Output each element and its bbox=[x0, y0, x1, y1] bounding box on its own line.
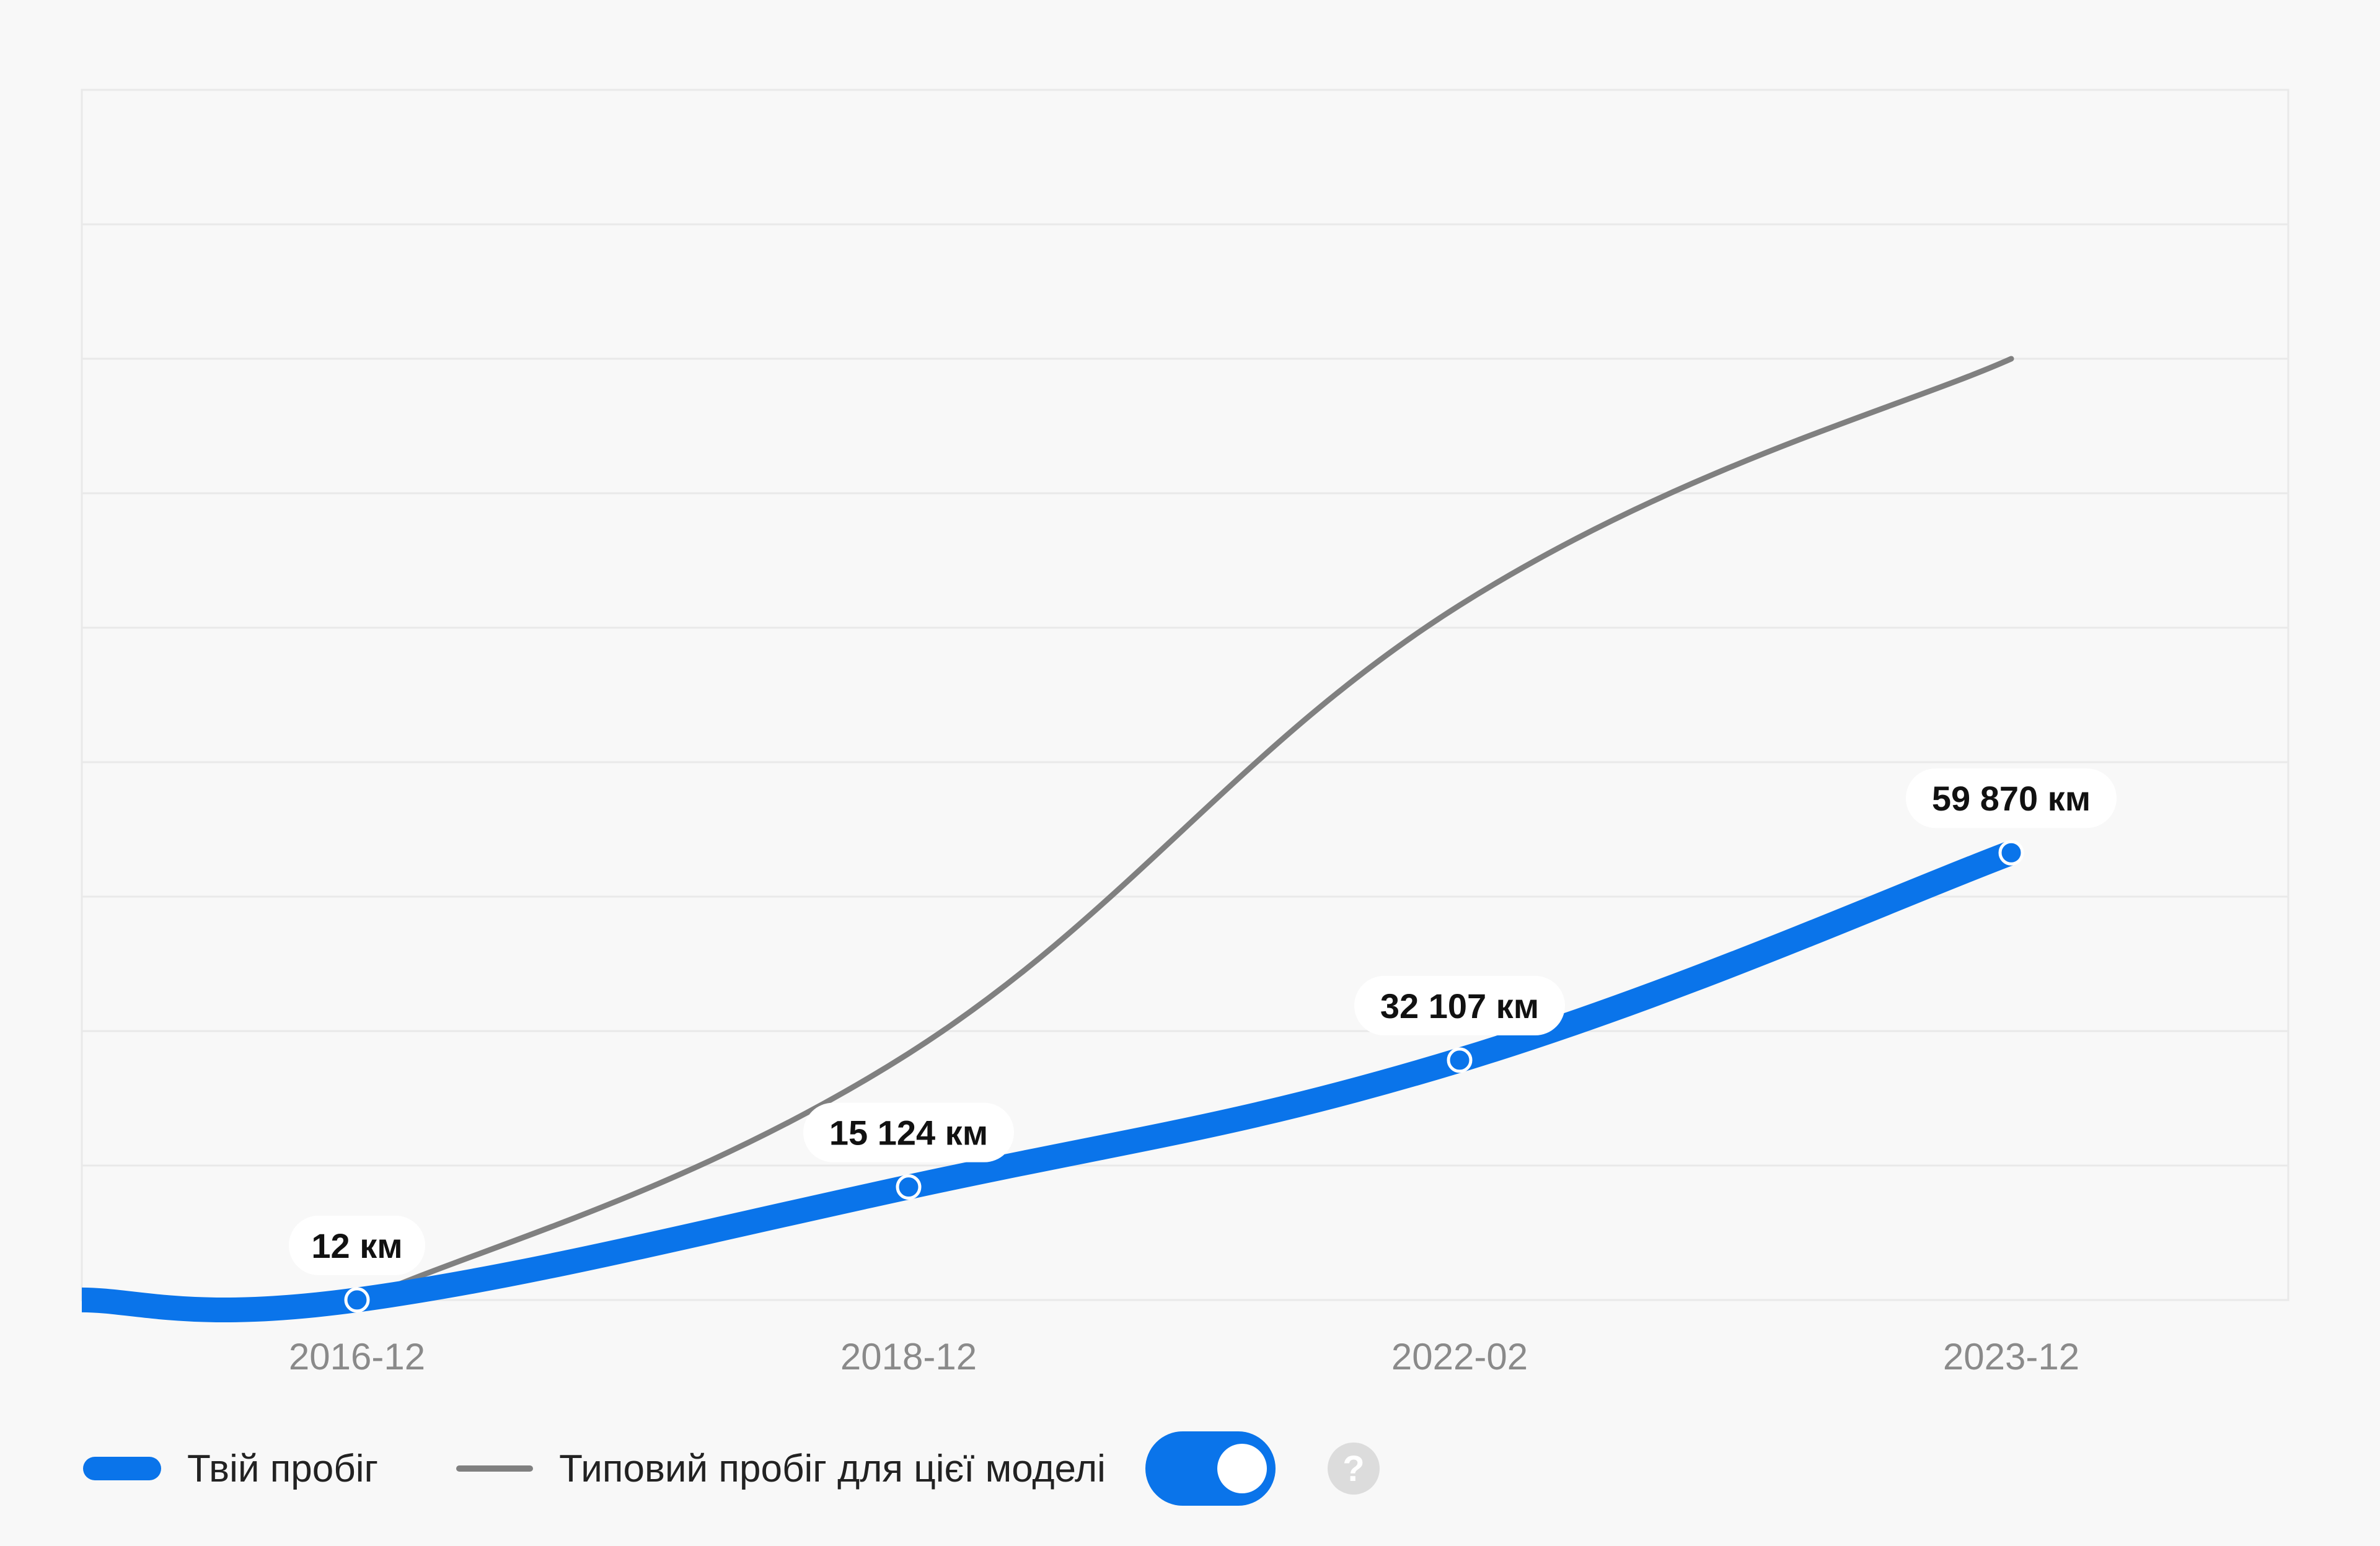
legend-label-mine: Твій пробіг bbox=[187, 1447, 379, 1490]
mileage-chart: 12 км 15 124 км 32 107 км 59 870 км 2016-12… bbox=[81, 89, 2290, 1377]
legend-label-typical: Типовий пробіг для цієї моделі bbox=[559, 1447, 1106, 1490]
value-label-bg bbox=[289, 1215, 425, 1275]
value-label-bg bbox=[1354, 975, 1565, 1035]
value-label: 12 км bbox=[311, 1226, 402, 1265]
typical-mileage-line bbox=[366, 356, 2014, 1300]
my-mileage-line bbox=[81, 841, 2016, 1323]
chart-grid bbox=[81, 89, 2290, 1301]
typical-mileage-toggle[interactable] bbox=[1145, 1431, 1276, 1506]
x-axis-ticks: 2016-12 2018-12 2022-02 2023-12 bbox=[289, 1336, 2079, 1377]
typical-mileage-series bbox=[366, 356, 2014, 1300]
legend-item-mine: Твій пробіг bbox=[83, 1447, 378, 1491]
legend-item-typical: Типовий пробіг для цієї моделі bbox=[456, 1447, 1106, 1491]
my-mileage-point[interactable] bbox=[1998, 840, 2024, 866]
toggle-knob bbox=[1217, 1444, 1267, 1493]
my-mileage-point[interactable] bbox=[344, 1287, 370, 1313]
x-tick-label: 2022-02 bbox=[1391, 1336, 1528, 1377]
my-mileage-point[interactable] bbox=[896, 1174, 922, 1200]
grid-border bbox=[81, 89, 2290, 1301]
x-tick-label: 2018-12 bbox=[840, 1336, 977, 1377]
my-mileage-series: 12 км 15 124 км 32 107 км 59 870 км bbox=[81, 768, 2117, 1323]
x-tick-label: 2016-12 bbox=[289, 1336, 425, 1377]
value-label-bg bbox=[803, 1102, 1014, 1162]
chart-legend: Твій пробіг Типовий пробіг для цієї моде… bbox=[83, 1425, 1380, 1512]
value-label-bg bbox=[1906, 768, 2117, 828]
my-mileage-point[interactable] bbox=[1447, 1047, 1473, 1073]
help-icon[interactable]: ? bbox=[1327, 1443, 1380, 1495]
legend-swatch-typical bbox=[456, 1465, 534, 1472]
x-tick-label: 2023-12 bbox=[1943, 1336, 2079, 1377]
value-label: 32 107 км bbox=[1380, 986, 1539, 1026]
legend-swatch-mine bbox=[83, 1457, 161, 1480]
value-label: 15 124 км bbox=[829, 1113, 988, 1153]
value-label: 59 870 км bbox=[1932, 779, 2091, 818]
